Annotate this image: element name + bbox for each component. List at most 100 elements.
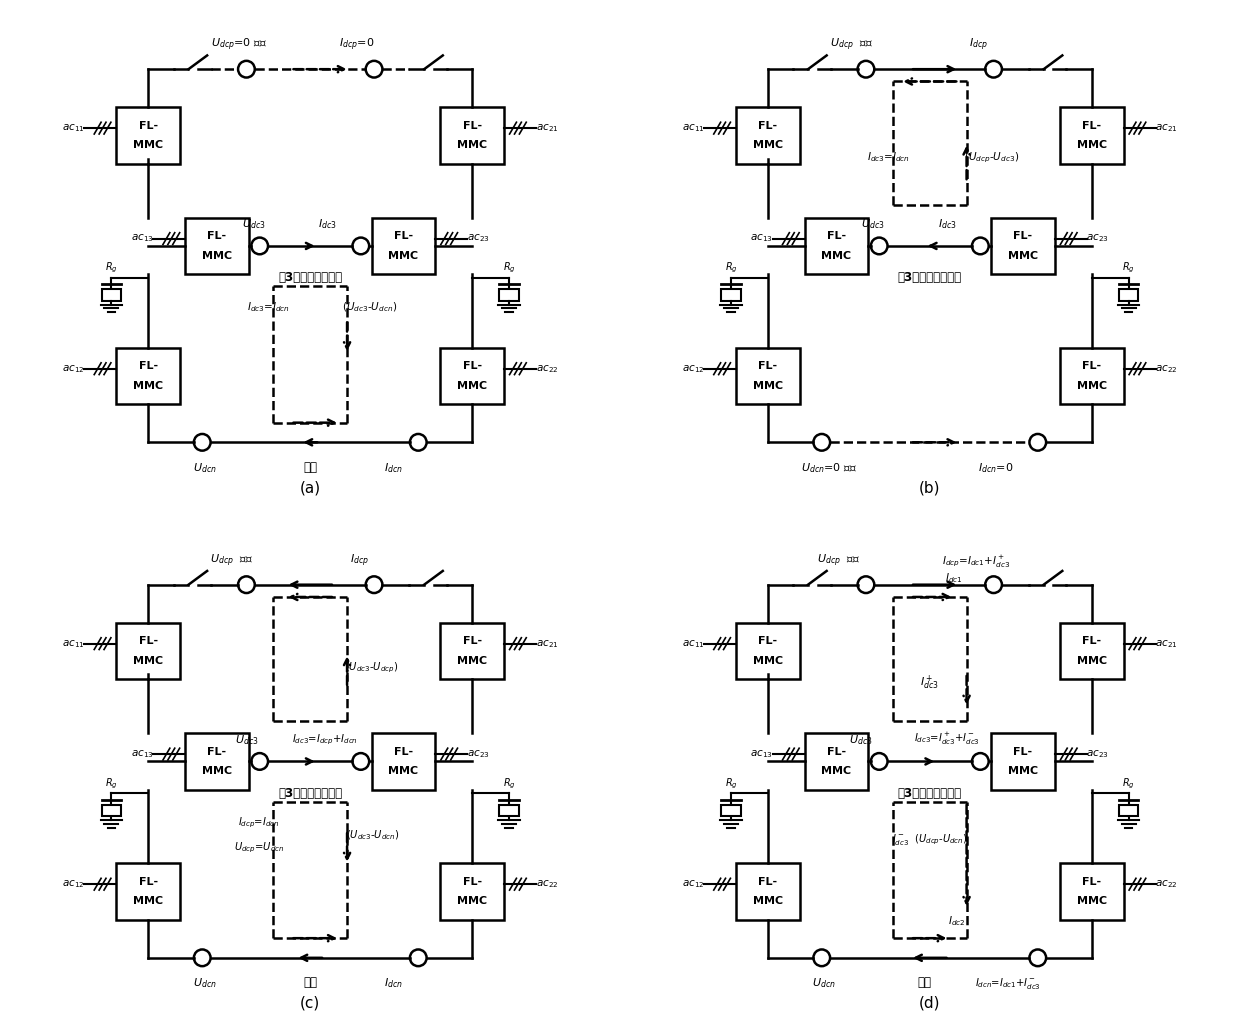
Text: $ac_{11}$: $ac_{11}$ (682, 638, 704, 649)
Text: $R_g$: $R_g$ (724, 776, 738, 791)
Text: MMC: MMC (133, 381, 164, 390)
Text: $ac_{11}$: $ac_{11}$ (62, 122, 84, 135)
Text: FL-: FL- (463, 877, 482, 887)
Bar (117, 348, 180, 405)
Text: $R_g$: $R_g$ (1122, 776, 1135, 791)
Text: ($U_{dc3}$-$U_{dcn}$): ($U_{dc3}$-$U_{dcn}$) (346, 829, 399, 842)
Text: MMC: MMC (753, 140, 782, 150)
Text: $ac_{23}$: $ac_{23}$ (1086, 233, 1109, 244)
Text: (b): (b) (919, 481, 940, 495)
Text: $I_{dcp}$: $I_{dcp}$ (350, 553, 368, 569)
Text: $R_g$: $R_g$ (502, 776, 516, 791)
Text: MMC: MMC (458, 140, 487, 150)
Text: MMC: MMC (1008, 766, 1038, 776)
Text: MMC: MMC (458, 655, 487, 665)
Bar (440, 622, 505, 679)
Text: 第3极（电压反转）: 第3极（电压反转） (898, 787, 962, 800)
Text: $I_{dc3}$=$I_{dcp}$+$I_{dcn}$: $I_{dc3}$=$I_{dcp}$+$I_{dcn}$ (291, 732, 358, 747)
Text: $ac_{12}$: $ac_{12}$ (62, 363, 84, 375)
Text: $I_{dc3}$: $I_{dc3}$ (937, 218, 956, 231)
Text: MMC: MMC (753, 381, 782, 390)
Text: $ac_{11}$: $ac_{11}$ (682, 122, 704, 135)
Text: (a): (a) (300, 481, 321, 495)
Text: MMC: MMC (1076, 897, 1107, 906)
Text: $U_{dcn}$: $U_{dcn}$ (192, 977, 217, 990)
Text: $I_{dc3}$=$I_{dcn}$: $I_{dc3}$=$I_{dcn}$ (867, 151, 910, 164)
Text: $U_{dcp}$  正极: $U_{dcp}$ 正极 (830, 37, 873, 53)
Text: FL-: FL- (1083, 637, 1101, 646)
Text: $ac_{23}$: $ac_{23}$ (1086, 749, 1109, 760)
Text: MMC: MMC (1008, 251, 1038, 261)
Text: MMC: MMC (753, 897, 782, 906)
Text: MMC: MMC (388, 766, 419, 776)
Bar (1118, 804, 1138, 816)
Text: FL-: FL- (827, 231, 846, 241)
Text: MMC: MMC (133, 140, 164, 150)
Bar (722, 290, 740, 301)
Text: (c): (c) (300, 996, 320, 1011)
Text: $R_g$: $R_g$ (724, 261, 738, 275)
Text: $I_{dcn}$: $I_{dcn}$ (384, 977, 403, 990)
Bar (185, 733, 249, 790)
Text: FL-: FL- (139, 362, 157, 372)
Bar (117, 107, 180, 163)
Text: ($U_{dc3}$-$U_{dcn}$): ($U_{dc3}$-$U_{dcn}$) (341, 301, 397, 314)
Text: $ac_{12}$: $ac_{12}$ (62, 878, 84, 890)
Text: $ac_{21}$: $ac_{21}$ (536, 638, 558, 649)
Text: $ac_{21}$: $ac_{21}$ (1156, 122, 1178, 135)
Text: FL-: FL- (758, 362, 777, 372)
Text: $I_{dcp}$=$I_{dcn}$: $I_{dcp}$=$I_{dcn}$ (238, 815, 279, 830)
Text: 负极: 负极 (304, 461, 317, 474)
Text: $ac_{22}$: $ac_{22}$ (536, 878, 558, 890)
Text: FL-: FL- (758, 877, 777, 887)
Text: ($U_{dcp}$-$U_{dc3}$): ($U_{dcp}$-$U_{dc3}$) (963, 150, 1019, 164)
Bar (440, 348, 505, 405)
Text: $I_{dc3}$=$I_{dcn}$: $I_{dc3}$=$I_{dcn}$ (247, 301, 290, 314)
Text: $ac_{13}$: $ac_{13}$ (131, 233, 154, 244)
Text: FL-: FL- (139, 637, 157, 646)
Text: 第3极（临时正极）: 第3极（临时正极） (278, 271, 342, 284)
Bar (102, 804, 122, 816)
Text: $I_{dc3}$: $I_{dc3}$ (317, 218, 337, 231)
Text: (d): (d) (919, 996, 940, 1011)
Text: FL-: FL- (1083, 877, 1101, 887)
Text: FL-: FL- (463, 362, 482, 372)
Text: $ac_{22}$: $ac_{22}$ (1156, 878, 1178, 890)
Text: $ac_{12}$: $ac_{12}$ (682, 363, 704, 375)
Text: $I_{dcp}$=$I_{dc1}$+$I_{dc3}^+$: $I_{dcp}$=$I_{dc1}$+$I_{dc3}^+$ (942, 554, 1011, 569)
Text: $U_{dcn}$: $U_{dcn}$ (812, 977, 836, 990)
Text: MMC: MMC (458, 897, 487, 906)
Text: $U_{dcn}$=0 负极: $U_{dcn}$=0 负极 (801, 461, 857, 474)
Text: MMC: MMC (388, 251, 419, 261)
Text: $ac_{23}$: $ac_{23}$ (466, 233, 490, 244)
Bar (735, 864, 800, 920)
Text: $I_{dc2}$: $I_{dc2}$ (949, 915, 966, 928)
Bar (805, 733, 868, 790)
Text: $ac_{12}$: $ac_{12}$ (682, 878, 704, 890)
Text: FL-: FL- (1013, 747, 1033, 757)
Text: $U_{dcp}$=0 正极: $U_{dcp}$=0 正极 (211, 37, 267, 53)
Text: $R_g$: $R_g$ (105, 261, 118, 275)
Text: MMC: MMC (458, 381, 487, 390)
Bar (500, 290, 518, 301)
Text: $ac_{13}$: $ac_{13}$ (750, 233, 774, 244)
Text: $I_{dcn}$: $I_{dcn}$ (384, 461, 403, 474)
Bar (440, 864, 505, 920)
Text: $R_g$: $R_g$ (1122, 261, 1135, 275)
Bar (1060, 622, 1123, 679)
Bar (1060, 348, 1123, 405)
Text: $ac_{13}$: $ac_{13}$ (131, 749, 154, 760)
Text: FL-: FL- (827, 747, 846, 757)
Bar (991, 733, 1055, 790)
Text: MMC: MMC (202, 251, 232, 261)
Text: $U_{dcn}$: $U_{dcn}$ (192, 461, 217, 474)
Text: FL-: FL- (1013, 231, 1033, 241)
Bar (185, 218, 249, 274)
Bar (1060, 107, 1123, 163)
Text: $I_{dcn}$=$I_{dc1}$+$I_{dc3}^-$: $I_{dcn}$=$I_{dc1}$+$I_{dc3}^-$ (976, 977, 1042, 991)
Bar (117, 622, 180, 679)
Text: FL-: FL- (758, 121, 777, 130)
Bar (500, 804, 518, 816)
Text: $ac_{13}$: $ac_{13}$ (750, 749, 774, 760)
Bar (440, 107, 505, 163)
